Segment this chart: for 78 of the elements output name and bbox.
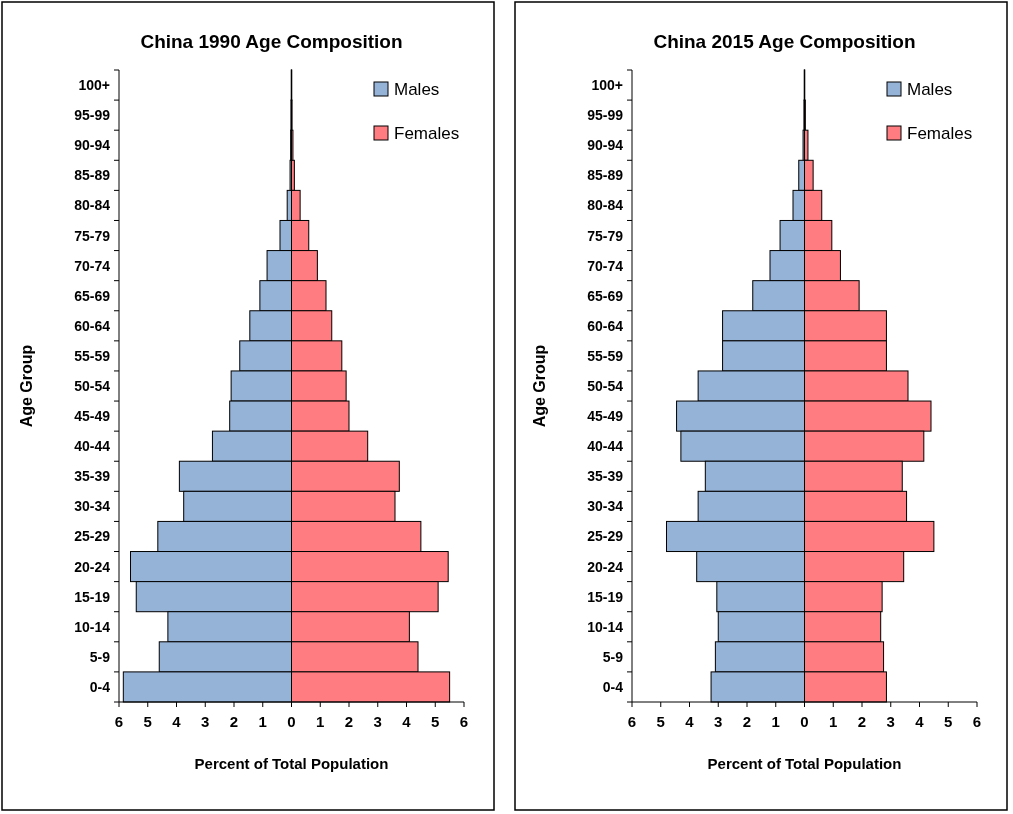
y-tick-label: 10-14 [74,618,111,635]
y-tick-label: 15-19 [587,588,624,605]
y-tick-label: 20-24 [74,558,111,575]
x-tick-label: 0 [800,713,809,730]
x-tick-label: 3 [373,713,382,730]
y-tick-label: 40-44 [74,438,111,455]
y-tick-label: 25-29 [74,528,111,545]
y-tick-label: 45-49 [587,408,624,425]
x-tick-label: 1 [771,713,780,730]
y-tick-label: 75-79 [74,227,111,244]
y-tick-label: 80-84 [587,197,624,214]
x-tick-label: 1 [258,713,267,730]
x-tick-label: 4 [402,713,412,730]
y-axis-title: Age Group [18,344,35,428]
x-tick-label: 4 [172,713,182,730]
x-tick-label: 0 [287,713,296,730]
y-tick-label: 35-39 [587,468,624,485]
y-tick-label: 25-29 [587,528,624,545]
x-tick-label: 3 [201,713,210,730]
y-tick-label: 5-9 [602,648,624,665]
x-tick-label: 1 [316,713,325,730]
x-tick-label: 3 [714,713,723,730]
legend-label: Females [907,124,973,143]
x-tick-label: 5 [143,713,152,730]
y-tick-label: 95-99 [74,107,111,124]
y-tick-label: 60-64 [74,317,111,334]
x-tick-label: 5 [656,713,665,730]
x-tick-label: 2 [229,713,239,730]
x-tick-label: 6 [627,713,637,730]
y-tick-label: 45-49 [74,408,111,425]
chart-title: China 2015 Age Composition [653,31,916,52]
y-tick-label: 50-54 [587,378,624,394]
x-tick-label: 5 [431,713,440,730]
x-tick-label: 6 [972,713,982,730]
y-tick-label: 55-59 [74,347,111,364]
x-tick-label: 5 [944,713,953,730]
x-tick-label: 6 [114,713,124,730]
y-tick-label: 85-89 [74,167,111,184]
y-tick-label: 10-14 [587,618,624,635]
y-tick-label: 35-39 [74,468,111,485]
y-tick-label: 80-84 [74,197,111,214]
y-tick-label: 15-19 [74,588,111,605]
y-tick-label: 60-64 [587,317,624,334]
x-tick-label: 2 [344,713,354,730]
x-tick-label: 3 [886,713,895,730]
y-tick-label: 70-74 [587,257,624,274]
x-tick-label: 4 [685,713,695,730]
x-tick-label: 2 [742,713,752,730]
y-tick-label: 100+ [78,77,110,94]
y-tick-label: 95-99 [587,107,624,124]
y-tick-label: 90-94 [74,137,111,154]
x-tick-label: 4 [915,713,925,730]
y-tick-label: 70-74 [74,257,111,274]
legend-label: Females [394,124,460,143]
y-tick-label: 50-54 [74,378,111,394]
chart-title: China 1990 Age Composition [140,31,403,52]
y-tick-label: 40-44 [587,438,624,455]
x-axis-title: Percent of Total Population [707,755,902,772]
y-tick-label: 100+ [591,77,623,94]
legend-label: Males [907,80,953,99]
y-tick-label: 75-79 [587,227,624,244]
y-tick-label: 30-34 [587,498,624,515]
y-tick-label: 0-4 [89,678,111,695]
y-tick-label: 85-89 [587,167,624,184]
x-axis-title: Percent of Total Population [194,755,389,772]
y-tick-label: 55-59 [587,347,624,364]
y-tick-label: 0-4 [602,678,624,695]
x-tick-label: 2 [857,713,867,730]
y-tick-label: 65-69 [74,287,111,304]
x-tick-label: 1 [829,713,838,730]
y-tick-label: 20-24 [587,558,624,575]
y-axis-title: Age Group [531,344,548,428]
y-tick-label: 65-69 [587,287,624,304]
legend-label: Males [394,80,440,99]
x-tick-label: 6 [459,713,469,730]
y-tick-label: 5-9 [89,648,111,665]
y-tick-label: 90-94 [587,137,624,154]
y-tick-label: 30-34 [74,498,111,515]
